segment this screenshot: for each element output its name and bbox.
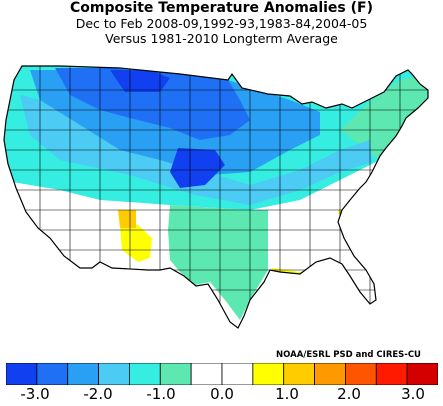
color-scale-swatch	[159, 363, 192, 385]
color-scale-swatch	[221, 363, 254, 385]
color-scale-ticks: -3.0 -2.0 -1.0 0.0 1.0 2.0 3.0	[0, 385, 443, 405]
anomaly-region-texas	[168, 205, 268, 320]
anomaly-region-light-blue	[20, 95, 372, 205]
map-title: Composite Temperature Anomalies (F)	[69, 0, 373, 16]
scale-tick-pos2: 2.0	[337, 385, 361, 403]
color-scale-bar	[6, 363, 438, 385]
color-scale-swatch	[314, 363, 346, 385]
color-scale-swatch	[375, 363, 408, 385]
scale-tick-neg1: -1.0	[146, 385, 176, 403]
anomaly-region-deepest-central	[170, 148, 225, 188]
anomaly-region-deepest-north	[110, 70, 170, 92]
color-scale-swatch	[6, 363, 38, 385]
color-scale-swatch	[283, 363, 315, 385]
color-scale-swatch	[406, 363, 438, 385]
map-subtitle-period: Dec to Feb 2008-09,1992-93,1983-84,2004-…	[75, 16, 368, 31]
color-scale-swatch	[36, 363, 69, 385]
color-scale-swatch	[345, 363, 377, 385]
anomaly-region-warm-southwest	[120, 225, 152, 262]
color-scale-swatch	[129, 363, 161, 385]
data-source-credit: NOAA/ESRL PSD and CIRES-CU	[276, 350, 421, 360]
scale-tick-pos3: 3.0	[401, 385, 425, 403]
map-subtitle-baseline: Versus 1981-2010 Longterm Average	[105, 31, 338, 46]
scale-tick-neg2: -2.0	[83, 385, 113, 403]
color-scale-swatch	[67, 363, 99, 385]
scale-tick-neg3: -3.0	[20, 385, 50, 403]
anomaly-shading	[4, 66, 428, 328]
color-scale-swatch	[190, 363, 223, 385]
color-scale-swatch	[252, 363, 285, 385]
us-climate-division-map	[3, 65, 429, 329]
scale-tick-pos1: 1.0	[275, 385, 299, 403]
scale-tick-zero: 0.0	[210, 385, 234, 403]
anomaly-region-dark-blue	[55, 68, 250, 140]
color-scale-swatch	[98, 363, 130, 385]
anomaly-region-warmer-southwest	[118, 210, 136, 228]
